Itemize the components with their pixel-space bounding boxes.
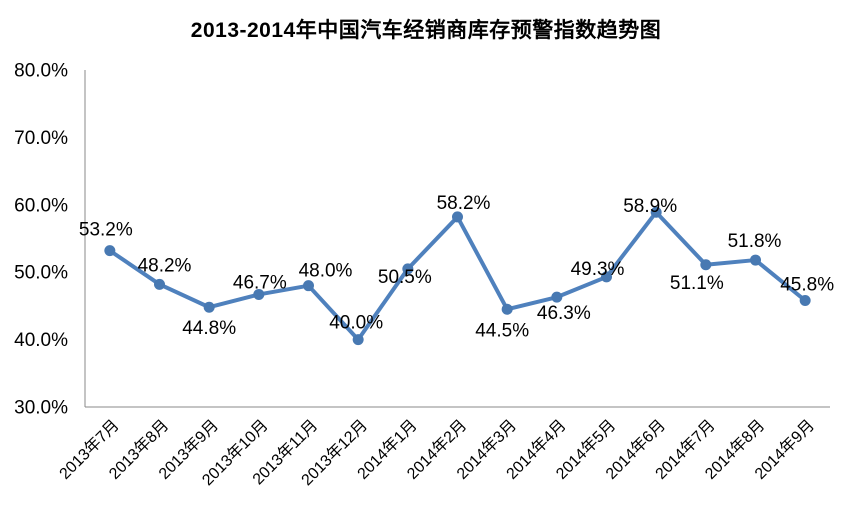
data-point-marker xyxy=(452,211,463,223)
data-point-marker xyxy=(551,291,563,303)
data-point-marker xyxy=(203,301,215,313)
y-tick-label: 40.0% xyxy=(14,330,68,351)
data-point-label: 44.8% xyxy=(182,318,236,339)
data-point-label: 45.8% xyxy=(780,275,834,296)
data-point-label: 49.3% xyxy=(571,259,625,280)
data-point-label: 40.0% xyxy=(329,313,383,334)
data-point-label: 48.2% xyxy=(138,255,192,276)
data-point-label: 58.2% xyxy=(437,193,491,214)
y-tick-label: 70.0% xyxy=(14,128,68,149)
data-point-marker xyxy=(650,206,662,218)
data-point-label: 51.1% xyxy=(670,273,724,294)
data-point-marker xyxy=(601,271,612,283)
data-point-label: 44.5% xyxy=(475,320,529,341)
data-point-marker xyxy=(104,245,116,257)
data-point-marker xyxy=(700,259,712,271)
data-point-label: 58.9% xyxy=(623,196,677,217)
y-tick-label: 80.0% xyxy=(14,61,68,82)
y-tick-label: 30.0% xyxy=(14,398,68,419)
chart-title: 2013-2014年中国汽车经销商库存预警指数趋势图 xyxy=(190,19,662,42)
data-point-marker xyxy=(154,278,165,290)
data-point-marker xyxy=(303,280,314,292)
data-point-marker xyxy=(253,288,265,300)
data-point-label: 48.0% xyxy=(299,261,353,282)
y-tick-label: 60.0% xyxy=(14,195,68,216)
y-tick-label: 50.0% xyxy=(14,263,68,284)
data-point-label: 51.8% xyxy=(728,231,782,252)
data-point-marker xyxy=(352,334,364,346)
data-point-marker xyxy=(402,263,414,275)
data-point-label: 46.3% xyxy=(537,303,591,324)
data-point-label: 53.2% xyxy=(79,220,133,241)
data-point-marker xyxy=(501,303,513,315)
data-point-marker xyxy=(799,295,811,307)
data-point-marker xyxy=(750,254,761,266)
data-point-label: 50.5% xyxy=(378,267,432,288)
data-point-label: 46.7% xyxy=(233,272,287,293)
